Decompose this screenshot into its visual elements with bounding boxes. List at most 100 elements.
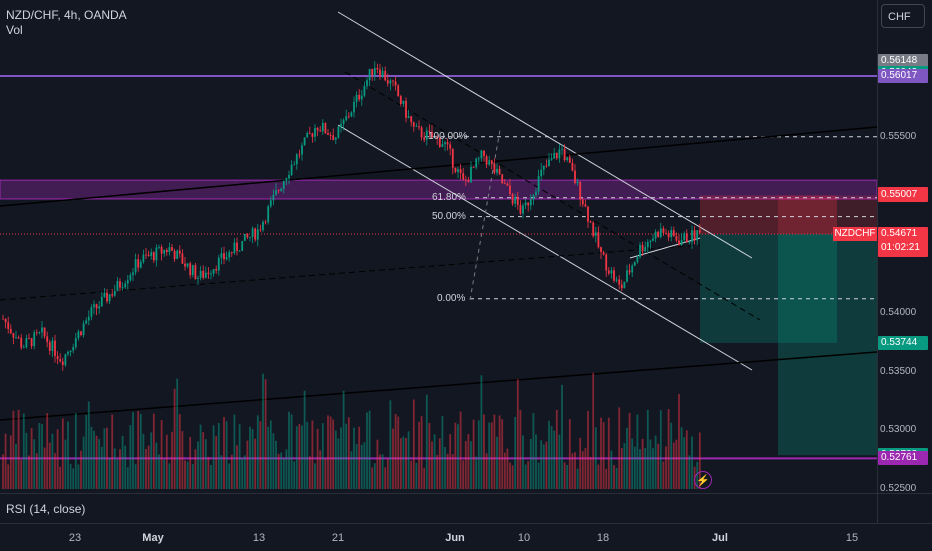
volume-bar xyxy=(678,393,680,489)
rsi-indicator-label[interactable]: RSI (14, close) xyxy=(6,502,86,516)
candle-body xyxy=(176,250,179,260)
candle-body xyxy=(615,279,618,281)
candle-body xyxy=(59,359,62,362)
volume-bar xyxy=(519,409,522,489)
volume-bar xyxy=(410,460,413,489)
volume-bar xyxy=(181,431,184,489)
volume-bar xyxy=(246,440,249,489)
candle-body xyxy=(254,228,257,240)
candle-body xyxy=(116,281,119,291)
volume-bar xyxy=(360,444,363,489)
volume-bar xyxy=(202,432,205,489)
candle-body xyxy=(264,221,267,223)
candle-body xyxy=(636,257,639,262)
volume-bar xyxy=(106,427,108,489)
volume-bar xyxy=(501,419,504,489)
candle-body xyxy=(548,159,550,167)
price-axis[interactable] xyxy=(877,0,932,523)
candle-body xyxy=(30,338,33,347)
volume-bar xyxy=(449,434,452,489)
bar-countdown: 01:02:21 xyxy=(881,242,920,254)
volume-bar xyxy=(698,432,701,489)
volume-bar xyxy=(155,442,158,489)
volume-bar xyxy=(675,439,678,489)
candle-body xyxy=(696,230,699,241)
volume-bar xyxy=(537,462,540,489)
volume-bar xyxy=(371,467,374,489)
candle-body xyxy=(698,230,701,233)
currency-button[interactable]: CHF xyxy=(881,4,925,28)
volume-bar xyxy=(688,455,691,489)
candle-body xyxy=(259,229,262,231)
candle-body xyxy=(233,242,236,254)
volume-bar xyxy=(464,441,467,489)
volume-bar xyxy=(602,422,605,489)
volume-bar xyxy=(441,415,444,489)
candle-body xyxy=(693,230,696,241)
price-badge: 0.56017 xyxy=(878,69,928,83)
volume-bar xyxy=(399,438,402,489)
volume-bar xyxy=(545,441,548,489)
candle-body xyxy=(490,160,493,164)
volume-bar xyxy=(368,410,371,489)
volume-bar xyxy=(389,400,392,489)
candle-body xyxy=(529,199,532,206)
candle-body xyxy=(46,336,49,343)
volume-bar xyxy=(7,464,10,489)
candle-body xyxy=(108,294,111,302)
candle-body xyxy=(12,333,15,338)
volume-bar xyxy=(646,409,649,489)
chart-canvas[interactable] xyxy=(0,0,932,523)
volume-bar xyxy=(493,414,496,489)
candle-body xyxy=(93,304,95,308)
candle-body xyxy=(321,123,324,132)
volume-bar xyxy=(592,372,595,489)
candle-body xyxy=(561,148,563,150)
volume-bar xyxy=(67,421,69,489)
lightning-icon[interactable]: ⚡ xyxy=(694,471,712,489)
candle-body xyxy=(594,232,597,236)
candle-body xyxy=(558,149,561,159)
symbol-title[interactable]: NZD/CHF, 4h, OANDA xyxy=(6,8,127,22)
volume-bar xyxy=(436,454,439,489)
volume-bar xyxy=(459,411,462,489)
volume-bar xyxy=(571,453,574,489)
volume-bar xyxy=(189,437,192,489)
volume-bar xyxy=(503,452,506,489)
candle-body xyxy=(498,168,501,175)
candle-body xyxy=(532,195,535,200)
candle-body xyxy=(431,131,433,138)
volume-bar xyxy=(145,448,147,489)
candle-body xyxy=(639,245,641,258)
candle-body xyxy=(95,304,98,309)
volume-bar xyxy=(563,462,566,489)
price-tick: 0.54000 xyxy=(880,306,917,318)
fib-label: 0.00% xyxy=(437,292,466,304)
candle-body xyxy=(7,322,10,329)
volume-bar xyxy=(407,431,410,489)
volume-bar xyxy=(691,436,693,489)
volume-bar xyxy=(319,450,322,489)
candle-body xyxy=(441,144,444,147)
time-axis[interactable]: 23 May 13 21 Jun 10 18 Jul 15 xyxy=(0,523,932,551)
candle-body xyxy=(33,332,36,347)
candle-body xyxy=(600,247,602,253)
volume-bar xyxy=(384,467,387,489)
candle-body xyxy=(399,96,402,105)
candle-body xyxy=(324,123,327,134)
price-badge: 0.52761 xyxy=(878,451,928,466)
rsi-separator[interactable] xyxy=(0,493,932,494)
candle-body xyxy=(285,178,288,181)
volume-bar xyxy=(628,412,631,489)
volume-bar xyxy=(80,450,82,489)
volume-bar xyxy=(420,416,423,489)
volume-bar xyxy=(587,410,589,489)
candle-body xyxy=(9,328,12,334)
candle-body xyxy=(509,185,511,195)
candle-body xyxy=(566,157,569,161)
volume-bar xyxy=(147,445,150,489)
volume-bar xyxy=(236,445,238,489)
candle-body xyxy=(602,252,605,255)
candle-body xyxy=(126,280,129,284)
candle-body xyxy=(420,127,423,138)
